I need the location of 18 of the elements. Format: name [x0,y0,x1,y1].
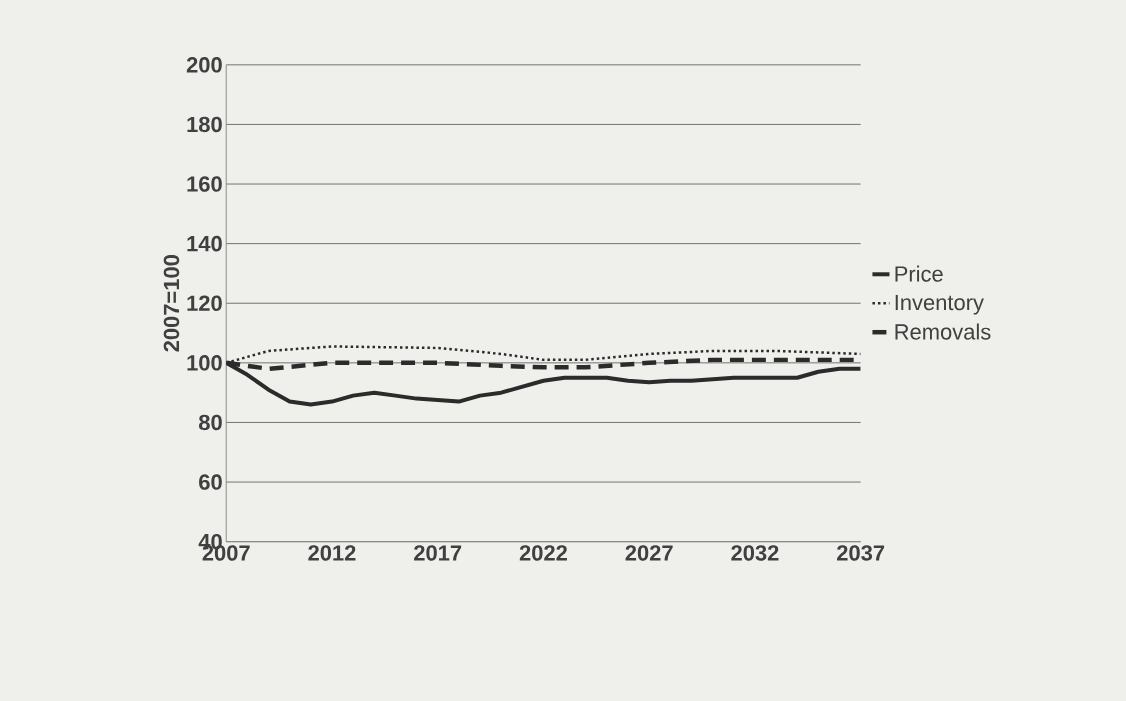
x-tick-label: 2022 [519,545,567,561]
y-tick-label: 120 [187,295,222,311]
y-tick-label: 140 [187,235,222,252]
y-tick-label: 160 [187,176,222,192]
x-tick-label: 2017 [414,545,462,561]
y-tick-label: 200 [186,56,222,73]
y-tick-label: 60 [199,474,222,490]
x-tick-label: 2027 [625,545,673,561]
legend-label: Price [895,265,943,282]
x-tick-label: 2037 [837,545,885,561]
y-tick-label: 180 [187,116,222,133]
y-axis-title: 2007=100 [163,254,180,352]
y-tick-label: 80 [198,414,222,431]
legend-label: Inventory [895,294,984,315]
x-tick-label: 2032 [731,545,779,561]
x-tick-label: 2012 [308,545,356,561]
legend-label: Removals [895,323,991,340]
y-tick-label: 100 [187,354,222,371]
